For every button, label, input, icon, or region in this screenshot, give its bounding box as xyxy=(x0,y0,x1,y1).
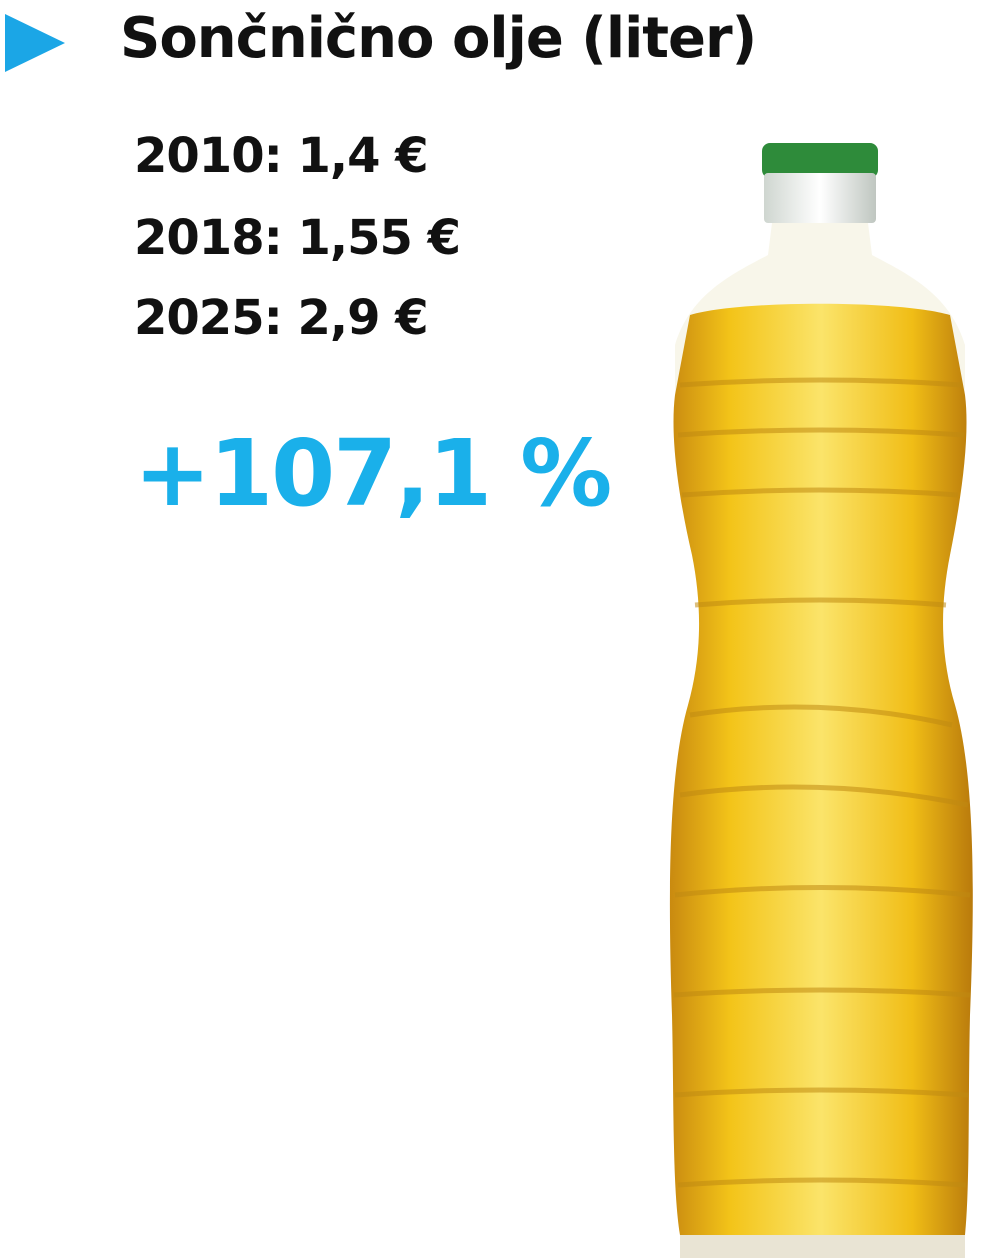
price-change-percent: +107,1 % xyxy=(134,420,612,527)
price-2018: 2018: 1,55 € xyxy=(134,210,462,266)
page-title: Sončnično olje (liter) xyxy=(120,6,757,71)
oil-bottle-image xyxy=(669,143,973,1258)
price-value: 1,4 € xyxy=(297,128,429,184)
price-2025: 2025: 2,9 € xyxy=(134,290,429,346)
year-label: 2018: xyxy=(134,210,283,266)
triangle-bullet-icon xyxy=(5,14,65,72)
year-label: 2010: xyxy=(134,128,283,184)
price-value: 1,55 € xyxy=(297,210,462,266)
bottle-oil xyxy=(669,303,973,1235)
bottle-cap-top xyxy=(762,143,878,178)
price-value: 2,9 € xyxy=(297,290,429,346)
bottle-cap xyxy=(764,173,876,223)
year-label: 2025: xyxy=(134,290,283,346)
price-2010: 2010: 1,4 € xyxy=(134,128,429,184)
